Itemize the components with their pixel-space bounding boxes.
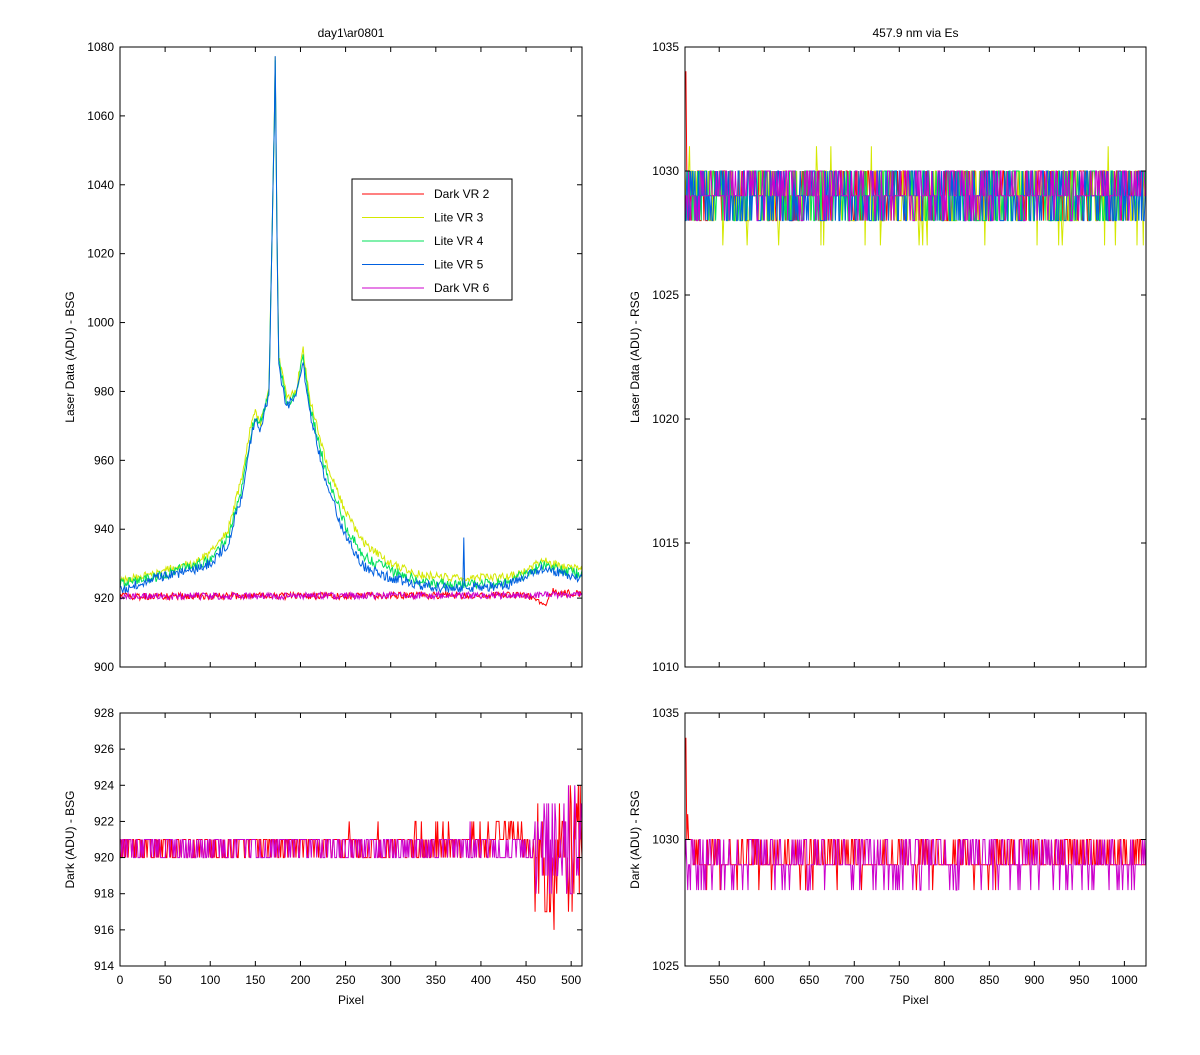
y-tick-label: 1030 bbox=[652, 164, 679, 178]
series-line bbox=[120, 56, 582, 594]
legend-box bbox=[351, 178, 513, 301]
y-tick-label: 926 bbox=[94, 742, 114, 756]
y-tick-label: 920 bbox=[94, 851, 114, 865]
chart-rsg-dark: 550 600 650 700 750 800 850 900 950 1000 1025 1030 1… bbox=[628, 706, 1147, 1007]
y-axis-label: Dark (ADU) - BSG bbox=[63, 790, 77, 888]
series-group bbox=[120, 785, 582, 930]
x-tick-label: 700 bbox=[844, 973, 864, 987]
x-tick-label: 650 bbox=[799, 973, 819, 987]
legend: Dark VR 2 Lite VR 3 Lite VR 4 Lite VR 5 Dark… bbox=[351, 178, 513, 301]
x-tick-label: 550 bbox=[709, 973, 729, 987]
x-tick-label: 150 bbox=[245, 973, 265, 987]
x-tick-label: 600 bbox=[754, 973, 774, 987]
x-tick-label: 300 bbox=[381, 973, 401, 987]
series-line bbox=[685, 839, 1146, 891]
y-tick-label: 1025 bbox=[652, 288, 679, 302]
plot-area bbox=[685, 47, 1146, 667]
x-tick-label: 0 bbox=[117, 973, 124, 987]
series-group bbox=[685, 737, 1146, 891]
y-tick-label: 1035 bbox=[652, 706, 679, 720]
x-tick-label: 100 bbox=[200, 973, 220, 987]
x-tick-label: 1000 bbox=[1111, 973, 1138, 987]
series-line bbox=[120, 590, 582, 602]
series-line bbox=[120, 60, 582, 591]
y-tick-label: 1030 bbox=[652, 833, 679, 847]
legend-label: Lite VR 4 bbox=[434, 234, 484, 248]
y-tick-label: 1025 bbox=[652, 959, 679, 973]
y-tick-label: 1035 bbox=[652, 40, 679, 54]
chart-title: 457.9 nm via Es bbox=[872, 26, 958, 40]
x-tick-label: 50 bbox=[158, 973, 172, 987]
x-tick-label: 850 bbox=[979, 973, 999, 987]
y-tick-label: 960 bbox=[94, 453, 114, 467]
y-tick-label: 1020 bbox=[87, 247, 114, 261]
y-tick-label: 918 bbox=[94, 887, 114, 901]
legend-label: Dark VR 6 bbox=[434, 281, 490, 295]
series-line bbox=[685, 170, 1146, 222]
y-tick-label: 920 bbox=[94, 591, 114, 605]
y-tick-label: 1080 bbox=[87, 40, 114, 54]
legend-label: Lite VR 3 bbox=[434, 211, 484, 225]
y-tick-label: 1000 bbox=[87, 316, 114, 330]
x-tick-label: 900 bbox=[1024, 973, 1044, 987]
x-tick-label: 500 bbox=[561, 973, 581, 987]
x-tick-label: 750 bbox=[889, 973, 909, 987]
y-tick-label: 1040 bbox=[87, 178, 114, 192]
legend-label: Lite VR 5 bbox=[434, 258, 484, 272]
legend-label: Dark VR 2 bbox=[434, 187, 490, 201]
x-tick-label: 350 bbox=[426, 973, 446, 987]
chart-title: day1\ar0801 bbox=[318, 26, 385, 40]
y-tick-label: 1010 bbox=[652, 660, 679, 674]
y-tick-label: 1015 bbox=[652, 536, 679, 550]
axes-frame bbox=[119, 46, 583, 668]
y-tick-label: 916 bbox=[94, 923, 114, 937]
x-tick-label: 950 bbox=[1069, 973, 1089, 987]
x-tick-label: 800 bbox=[934, 973, 954, 987]
y-tick-label: 1060 bbox=[87, 109, 114, 123]
x-tick-label: 200 bbox=[290, 973, 310, 987]
y-tick-label: 940 bbox=[94, 522, 114, 536]
y-axis-label: Laser Data (ADU) - BSG bbox=[63, 291, 77, 422]
y-tick-label: 924 bbox=[94, 778, 114, 792]
x-axis-label: Pixel bbox=[902, 993, 928, 1007]
y-tick-label: 1020 bbox=[652, 412, 679, 426]
x-tick-label: 250 bbox=[336, 973, 356, 987]
y-tick-label: 914 bbox=[94, 959, 114, 973]
chart-rsg-laser: 1010 1015 1020 1025 1030 1035 457.9 nm via Es L… bbox=[628, 26, 1147, 674]
y-tick-label: 900 bbox=[94, 660, 114, 674]
axes-frame bbox=[684, 46, 1147, 668]
axes-frame bbox=[119, 712, 583, 967]
x-axis-label: Pixel bbox=[338, 993, 364, 1007]
y-axis-label: Laser Data (ADU) - RSG bbox=[628, 291, 642, 423]
y-axis-label: Dark (ADU) - RSG bbox=[628, 790, 642, 889]
x-tick-label: 400 bbox=[471, 973, 491, 987]
series-line bbox=[120, 785, 582, 895]
y-tick-label: 928 bbox=[94, 706, 114, 720]
chart-bsg-dark: 0 50 100 150 200 250 300 350 400 450 500 914 916 918 9… bbox=[63, 706, 583, 1007]
series-group bbox=[120, 56, 582, 607]
y-tick-label: 922 bbox=[94, 814, 114, 828]
series-group bbox=[685, 71, 1146, 246]
chart-bsg-laser: 900 920 940 960 980 1000 1020 1040 1060 1080 day1\… bbox=[63, 26, 583, 674]
x-tick-label: 450 bbox=[516, 973, 536, 987]
y-tick-label: 980 bbox=[94, 384, 114, 398]
series-line bbox=[685, 737, 1146, 891]
